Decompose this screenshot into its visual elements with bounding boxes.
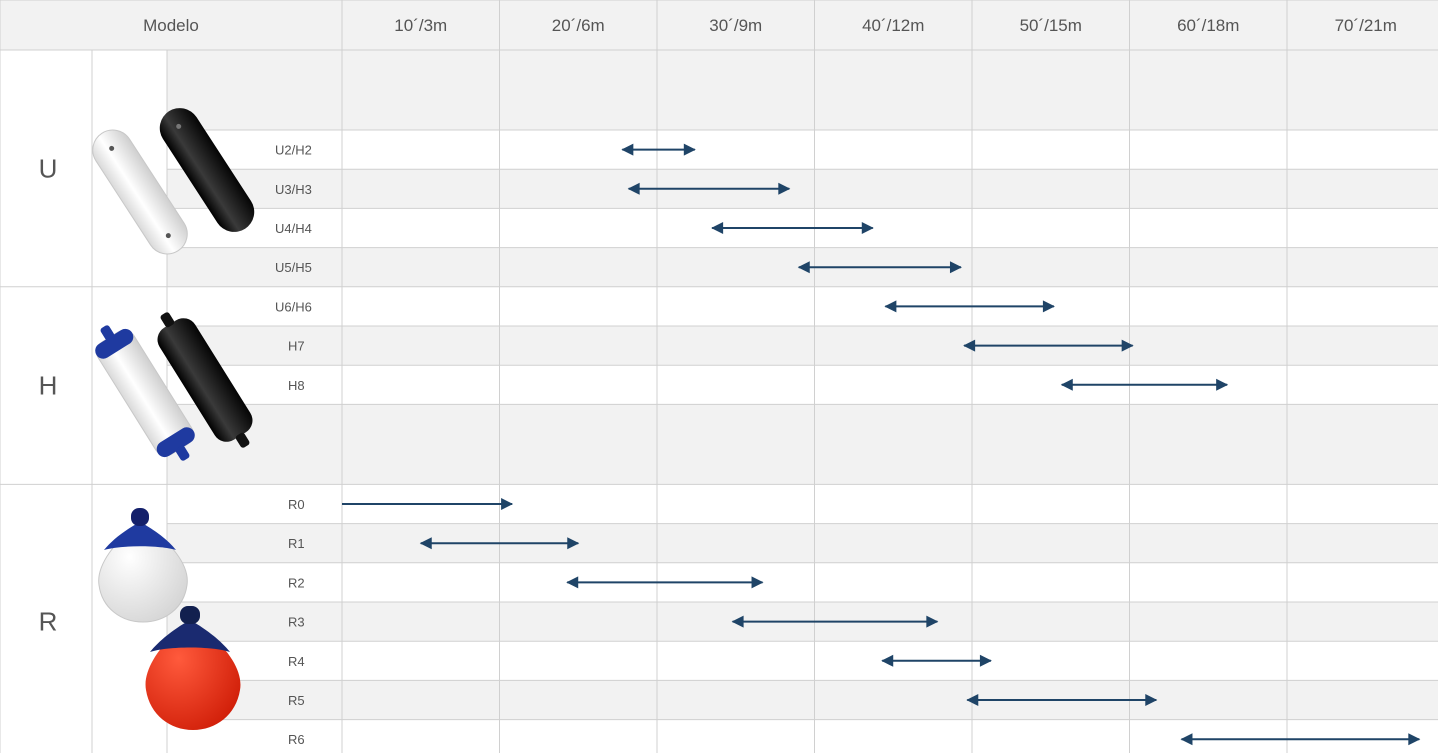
column-header: 20´/6m bbox=[552, 16, 605, 35]
row-label: R0 bbox=[288, 497, 305, 512]
fender-image-h bbox=[95, 312, 253, 461]
column-header: 30´/9m bbox=[709, 16, 762, 35]
row-label: U6/H6 bbox=[275, 299, 312, 314]
column-header: 40´/12m bbox=[862, 16, 924, 35]
range-arrow bbox=[797, 261, 962, 274]
range-arrow bbox=[966, 694, 1158, 706]
row-label: R2 bbox=[288, 575, 305, 590]
range-arrow bbox=[419, 537, 580, 550]
fender-image-u bbox=[92, 108, 255, 255]
column-header: 60´/18m bbox=[1177, 16, 1239, 35]
row-label: R1 bbox=[288, 536, 305, 551]
row-label: U4/H4 bbox=[275, 221, 312, 236]
column-header: 50´/15m bbox=[1020, 16, 1082, 35]
row-label: R4 bbox=[288, 654, 305, 669]
range-arrow bbox=[963, 339, 1134, 352]
range-arrow bbox=[884, 300, 1055, 313]
row-label: R3 bbox=[288, 615, 305, 630]
buoy-image-r bbox=[98, 508, 241, 730]
group-label-h: H bbox=[39, 371, 58, 401]
range-arrow bbox=[621, 143, 696, 156]
column-header: 10´/3m bbox=[394, 16, 447, 35]
group-label-u: U bbox=[39, 153, 58, 183]
range-arrow bbox=[881, 654, 992, 667]
range-arrow bbox=[731, 615, 939, 628]
row-label: H8 bbox=[288, 378, 305, 393]
row-label: R5 bbox=[288, 693, 305, 708]
range-arrow bbox=[1180, 733, 1421, 746]
range-arrow bbox=[627, 182, 791, 195]
row-label: U3/H3 bbox=[275, 182, 312, 197]
header-modelo: Modelo bbox=[143, 16, 199, 35]
row-label: U2/H2 bbox=[275, 143, 312, 158]
range-arrow bbox=[1060, 378, 1229, 391]
range-arrow bbox=[711, 222, 874, 234]
row-label: H7 bbox=[288, 339, 305, 354]
group-label-r: R bbox=[39, 607, 58, 637]
row-label: U5/H5 bbox=[275, 260, 312, 275]
row-label: R6 bbox=[288, 732, 305, 747]
column-header: 70´/21m bbox=[1335, 16, 1397, 35]
range-arrow bbox=[342, 498, 514, 510]
range-arrow bbox=[566, 576, 764, 589]
